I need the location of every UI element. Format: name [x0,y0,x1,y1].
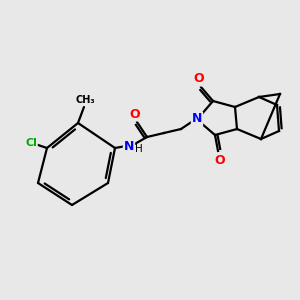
Text: N: N [192,112,202,125]
Text: CH₃: CH₃ [75,95,95,105]
Text: O: O [130,107,140,121]
Text: O: O [215,154,225,166]
Text: N: N [124,140,134,152]
Text: O: O [194,73,204,85]
Text: Cl: Cl [25,138,37,148]
Text: H: H [135,144,143,154]
